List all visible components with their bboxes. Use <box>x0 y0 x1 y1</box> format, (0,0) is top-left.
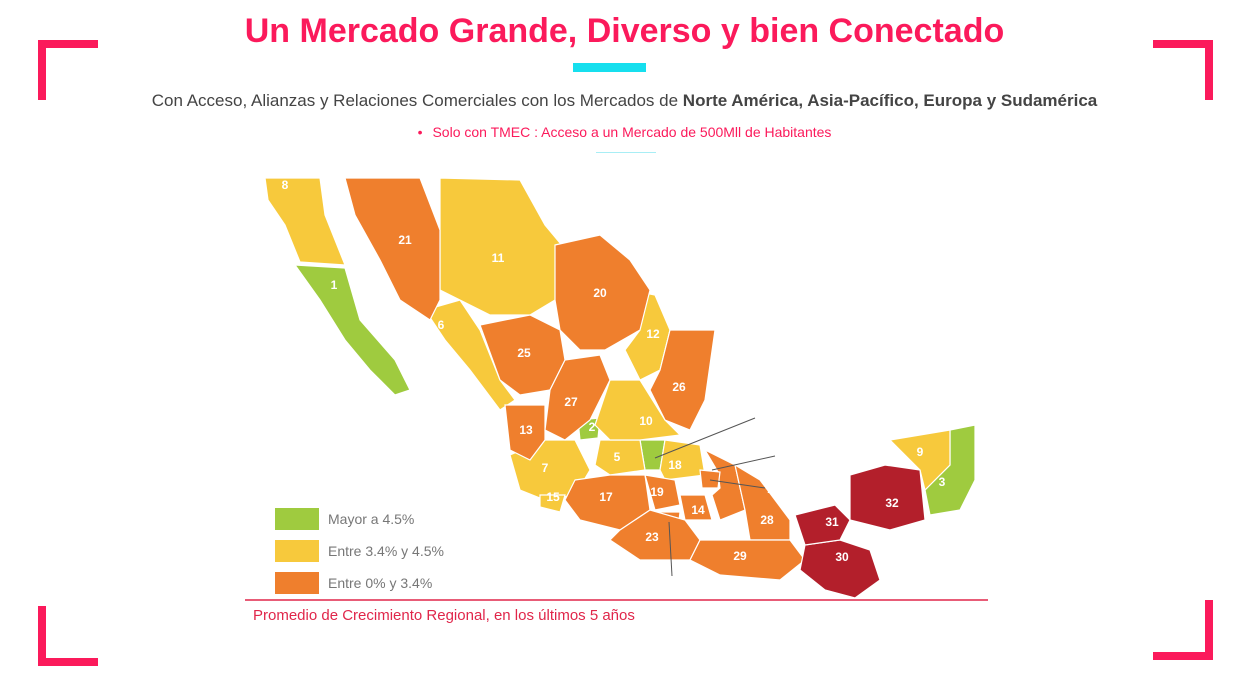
region <box>594 379 682 441</box>
region-label: 31 <box>825 515 839 529</box>
region <box>504 404 546 461</box>
title-underline <box>573 63 646 72</box>
region-label: 23 <box>645 530 659 544</box>
legend-swatch <box>275 508 319 530</box>
region-label: 6 <box>438 318 445 332</box>
region <box>888 429 951 492</box>
region-label: 29 <box>733 549 747 563</box>
region <box>794 504 851 546</box>
region <box>659 439 706 481</box>
region <box>649 329 716 431</box>
region <box>689 539 806 581</box>
bullet-list: Solo con TMEC : Acceso a un Mercado de 5… <box>0 124 1249 140</box>
region-label: 7 <box>542 461 549 475</box>
corner-bracket <box>1153 40 1213 100</box>
regions: 1234567891011121314151617181920212223242… <box>264 177 976 599</box>
region-label: 26 <box>672 380 686 394</box>
region-label: 27 <box>564 395 578 409</box>
legend-label: Entre 3.4% y 4.5% <box>328 543 444 559</box>
subtitle: Con Acceso, Alianzas y Relaciones Comerc… <box>0 91 1249 111</box>
corner-bracket <box>1153 600 1213 660</box>
region <box>849 464 926 531</box>
region <box>554 234 651 351</box>
leader-line <box>709 479 766 489</box>
leader-line <box>668 521 673 577</box>
subtitle-bold: Norte América, Asia-Pacífico, Europa y S… <box>682 91 1098 110</box>
title: Un Mercado Grande, Diverso y bien Conect… <box>244 12 1005 50</box>
region-label: 21 <box>398 233 412 247</box>
region-label: 19 <box>650 485 664 499</box>
legend-swatch <box>275 572 319 594</box>
region <box>699 469 721 489</box>
bullet: Solo con TMEC : Acceso a un Mercado de 5… <box>418 124 831 140</box>
subtitle-text: Con Acceso, Alianzas y Relaciones Comerc… <box>151 91 679 110</box>
region <box>679 494 713 521</box>
region-label: 15 <box>546 490 560 504</box>
region-label: 20 <box>593 286 607 300</box>
region-label: 11 <box>492 251 505 265</box>
region-label: 18 <box>668 458 682 472</box>
legend-label: Mayor a 4.5% <box>328 511 414 527</box>
legend-label: Entre 0% y 3.4% <box>328 575 432 591</box>
region-label: 5 <box>614 450 621 464</box>
region-label: 13 <box>519 423 533 437</box>
region <box>424 299 516 411</box>
legend-swatch <box>275 540 319 562</box>
region-label: 32 <box>885 496 899 510</box>
region <box>344 177 441 321</box>
region-label: 8 <box>282 178 289 192</box>
region-label: 17 <box>599 490 613 504</box>
region <box>544 354 611 441</box>
corner-bracket <box>38 40 98 100</box>
region <box>539 494 566 513</box>
region <box>264 177 346 266</box>
region-label: 25 <box>517 346 531 360</box>
region <box>644 474 681 511</box>
map-caption: Promedio de Crecimiento Regional, en los… <box>253 607 635 624</box>
region-label: 2 <box>589 420 596 434</box>
region-label: 10 <box>639 414 653 428</box>
divider <box>596 152 656 153</box>
region-label: 28 <box>760 513 774 527</box>
region-label: 30 <box>835 550 849 564</box>
region-label: 3 <box>939 475 946 489</box>
leader-line <box>711 455 776 471</box>
region-label: 24 <box>767 482 781 496</box>
region-label: 22 <box>666 580 680 594</box>
region-label: 1 <box>331 278 338 292</box>
region-label: 4 <box>759 407 766 421</box>
region-label: 14 <box>691 503 705 517</box>
corner-bracket <box>38 606 98 666</box>
region-label: 16 <box>778 446 792 460</box>
region <box>293 264 411 396</box>
region-label: 12 <box>646 327 660 341</box>
leader-lines <box>654 417 776 577</box>
region <box>799 539 881 599</box>
region-label: 9 <box>917 445 924 459</box>
leader-line <box>654 417 756 459</box>
